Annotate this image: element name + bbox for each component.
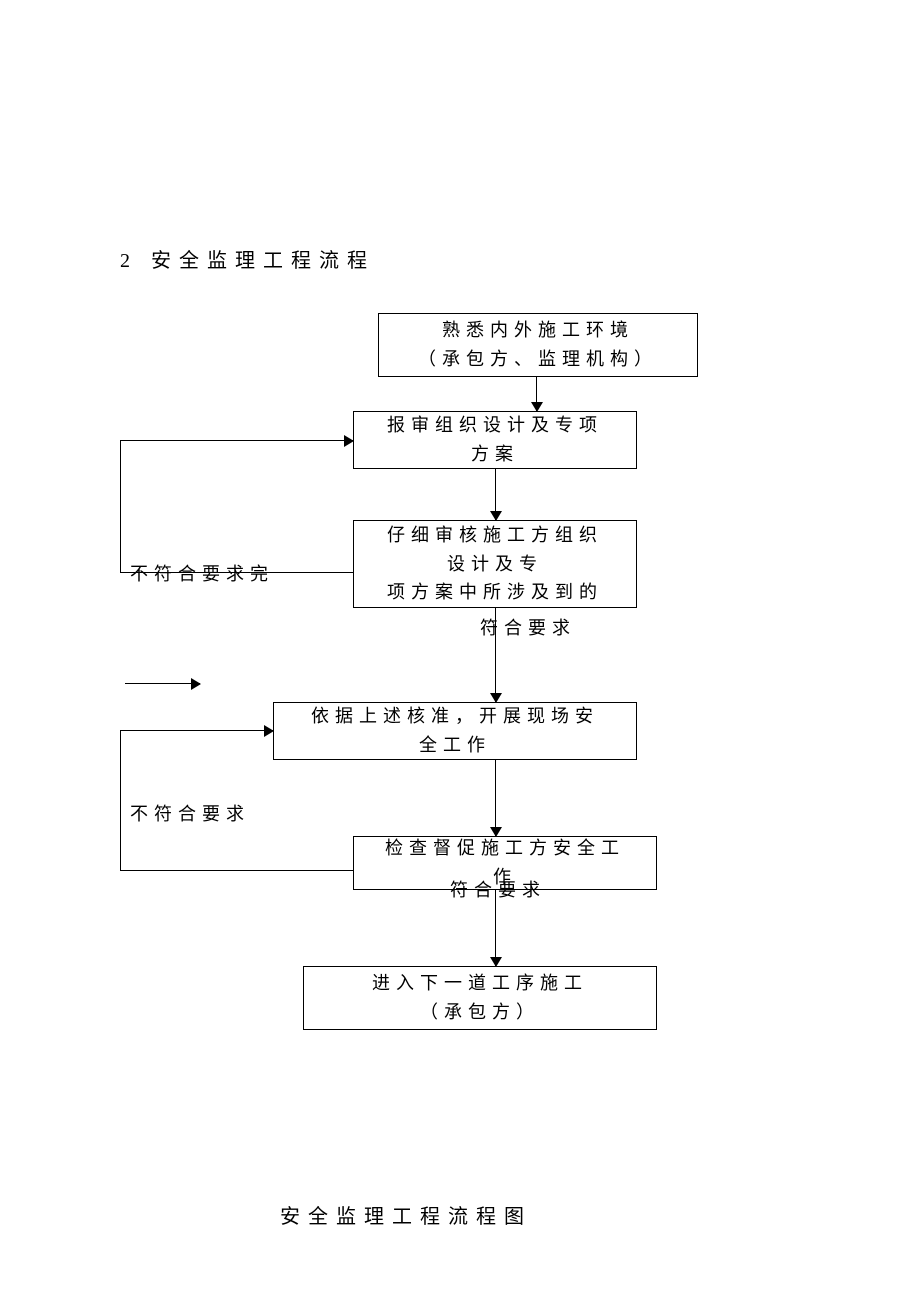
node-text-line: （承包方、监理机构） bbox=[418, 345, 658, 374]
flow-node-next: 进入下一道工序施工 （承包方） bbox=[303, 966, 657, 1030]
section-heading: 2 安全监理工程流程 bbox=[120, 244, 375, 273]
feedback-line-h bbox=[120, 870, 353, 871]
flow-node-env: 熟悉内外施工环境 （承包方、监理机构） bbox=[378, 313, 698, 377]
label-pass: 符合要求 bbox=[450, 876, 546, 902]
node-text-line: 方案 bbox=[471, 440, 519, 469]
node-text-line: 仔细审核施工方组织 bbox=[387, 521, 603, 550]
node-text-line: 设计及专 bbox=[447, 550, 543, 579]
figure-caption: 安全监理工程流程图 bbox=[280, 1200, 532, 1229]
feedback-arrow bbox=[120, 730, 273, 731]
feedback-line-v bbox=[120, 730, 121, 870]
node-text-line: 检查督促施工方安全工 bbox=[385, 834, 625, 863]
node-text-line: 全工作 bbox=[419, 731, 491, 760]
node-text-line: 进入下一道工序施工 bbox=[372, 969, 588, 998]
arrow-down bbox=[495, 760, 496, 836]
node-text-line: 项方案中所涉及到的 bbox=[387, 578, 603, 607]
arrow-down bbox=[536, 377, 537, 411]
feedback-arrow bbox=[120, 440, 353, 441]
feedback-line-v bbox=[120, 440, 121, 572]
node-text-line: （承包方） bbox=[420, 998, 540, 1027]
incoming-arrow bbox=[125, 683, 200, 684]
node-text-line: 依据上述核准，开展现场安 bbox=[311, 702, 599, 731]
flow-node-audit: 仔细审核施工方组织 设计及专 项方案中所涉及到的 bbox=[353, 520, 637, 608]
flow-node-sitework: 依据上述核准，开展现场安 全工作 bbox=[273, 702, 637, 760]
arrow-down bbox=[495, 469, 496, 520]
label-fail: 不符合要求 bbox=[130, 800, 250, 826]
node-text-line: 熟悉内外施工环境 bbox=[442, 316, 634, 345]
flow-node-submit: 报审组织设计及专项 方案 bbox=[353, 411, 637, 469]
label-pass: 符合要求 bbox=[480, 614, 576, 640]
label-fail: 不符合要求完 bbox=[130, 560, 274, 586]
node-text-line: 报审组织设计及专项 bbox=[387, 411, 603, 440]
